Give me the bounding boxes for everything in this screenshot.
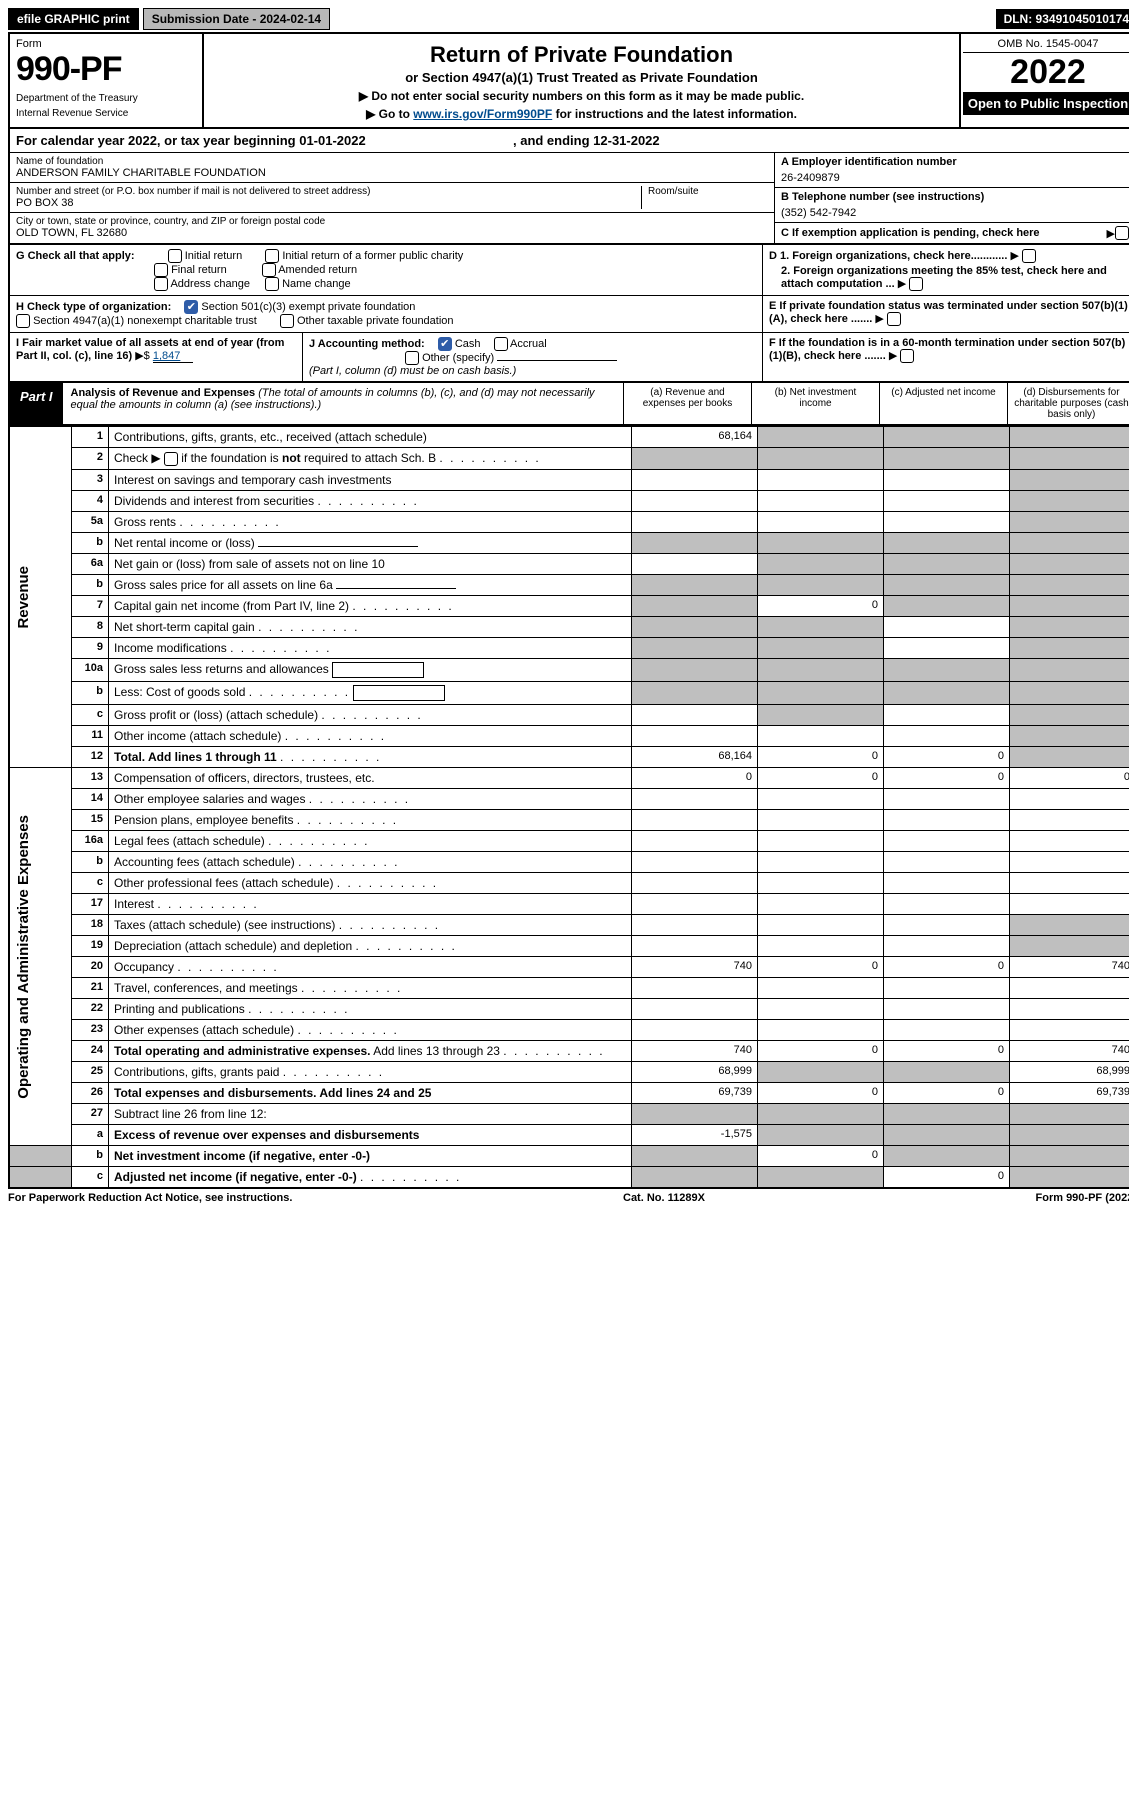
col-c-header: (c) Adjusted net income — [879, 383, 1007, 424]
i-value[interactable]: 1,847 — [153, 350, 193, 363]
d1-checkbox[interactable] — [1022, 249, 1036, 263]
ein-value: 26-2409879 — [781, 172, 1129, 184]
f-checkbox[interactable] — [900, 349, 914, 363]
j-other-checkbox[interactable] — [405, 351, 419, 365]
room-label: Room/suite — [648, 186, 768, 197]
dln-label: DLN: 93491045010174 — [996, 9, 1129, 29]
tax-year: 2022 — [963, 53, 1129, 92]
g-initial-former-checkbox[interactable] — [265, 249, 279, 263]
dept-label: Department of the Treasury — [16, 93, 196, 104]
g-final-checkbox[interactable] — [154, 263, 168, 277]
irs-label: Internal Revenue Service — [16, 108, 196, 119]
city-label: City or town, state or province, country… — [16, 216, 768, 227]
top-bar: efile GRAPHIC print Submission Date - 20… — [8, 8, 1129, 30]
g-initial-checkbox[interactable] — [168, 249, 182, 263]
j-accrual-checkbox[interactable] — [494, 337, 508, 351]
d2-label: 2. Foreign organizations meeting the 85%… — [781, 265, 1107, 290]
form-subtitle: or Section 4947(a)(1) Trust Treated as P… — [210, 70, 953, 85]
foundation-name: ANDERSON FAMILY CHARITABLE FOUNDATION — [16, 167, 768, 179]
part1-header: Part I Analysis of Revenue and Expenses … — [8, 383, 1129, 426]
form-note1: ▶ Do not enter social security numbers o… — [210, 89, 953, 103]
instructions-link[interactable]: www.irs.gov/Form990PF — [413, 107, 552, 121]
h-label: H Check type of organization: — [16, 301, 171, 313]
form-number: 990-PF — [16, 50, 196, 89]
g-label: G Check all that apply: — [16, 250, 135, 262]
i-label: I Fair market value of all assets at end… — [16, 337, 284, 362]
col-d-header: (d) Disbursements for charitable purpose… — [1007, 383, 1129, 424]
submission-date: Submission Date - 2024-02-14 — [143, 8, 330, 30]
form-word: Form — [16, 38, 196, 50]
c-checkbox[interactable] — [1115, 226, 1129, 240]
footer-right: Form 990-PF (2022) — [1036, 1192, 1129, 1204]
expenses-side-label: Operating and Administrative Expenses — [15, 815, 32, 1099]
col-b-header: (b) Net investment income — [751, 383, 879, 424]
g-amended-checkbox[interactable] — [262, 263, 276, 277]
d1-label: D 1. Foreign organizations, check here..… — [769, 250, 1007, 262]
foundation-addr: PO BOX 38 — [16, 197, 641, 209]
revenue-side-label: Revenue — [15, 566, 32, 629]
phone-label: B Telephone number (see instructions) — [781, 191, 1129, 203]
phone-value: (352) 542-7942 — [781, 207, 1129, 219]
calendar-year-row: For calendar year 2022, or tax year begi… — [8, 129, 1129, 153]
c-label: C If exemption application is pending, c… — [781, 227, 1107, 239]
g-address-checkbox[interactable] — [154, 277, 168, 291]
footer-left: For Paperwork Reduction Act Notice, see … — [8, 1192, 292, 1204]
part1-tag: Part I — [10, 383, 63, 424]
ein-label: A Employer identification number — [781, 156, 1129, 168]
d2-checkbox[interactable] — [909, 277, 923, 291]
page-footer: For Paperwork Reduction Act Notice, see … — [8, 1192, 1129, 1204]
form-title: Return of Private Foundation — [210, 42, 953, 68]
foundation-city: OLD TOWN, FL 32680 — [16, 227, 768, 239]
e-checkbox[interactable] — [887, 312, 901, 326]
j-label: J Accounting method: — [309, 338, 425, 350]
h-other-checkbox[interactable] — [280, 314, 294, 328]
name-label: Name of foundation — [16, 156, 768, 167]
f-label: F If the foundation is in a 60-month ter… — [769, 337, 1125, 362]
note2-pre: ▶ Go to — [366, 107, 413, 121]
efile-button[interactable]: efile GRAPHIC print — [8, 8, 139, 30]
j-cash-checkbox[interactable] — [438, 337, 452, 351]
j-note: (Part I, column (d) must be on cash basi… — [309, 365, 516, 377]
h-501c3-checkbox[interactable] — [184, 300, 198, 314]
omb-number: OMB No. 1545-0047 — [963, 36, 1129, 53]
entity-info: Name of foundation ANDERSON FAMILY CHARI… — [8, 153, 1129, 245]
note2-post: for instructions and the latest informat… — [552, 107, 797, 121]
e-label: E If private foundation status was termi… — [769, 300, 1128, 325]
h-4947-checkbox[interactable] — [16, 314, 30, 328]
g-name-checkbox[interactable] — [265, 277, 279, 291]
open-inspection: Open to Public Inspection — [963, 92, 1129, 115]
schb-checkbox[interactable] — [164, 452, 178, 466]
part1-table: Revenue 1Contributions, gifts, grants, e… — [8, 426, 1129, 1189]
form-header: Form 990-PF Department of the Treasury I… — [8, 32, 1129, 129]
addr-label: Number and street (or P.O. box number if… — [16, 186, 641, 197]
col-a-header: (a) Revenue and expenses per books — [623, 383, 751, 424]
footer-mid: Cat. No. 11289X — [623, 1192, 705, 1204]
